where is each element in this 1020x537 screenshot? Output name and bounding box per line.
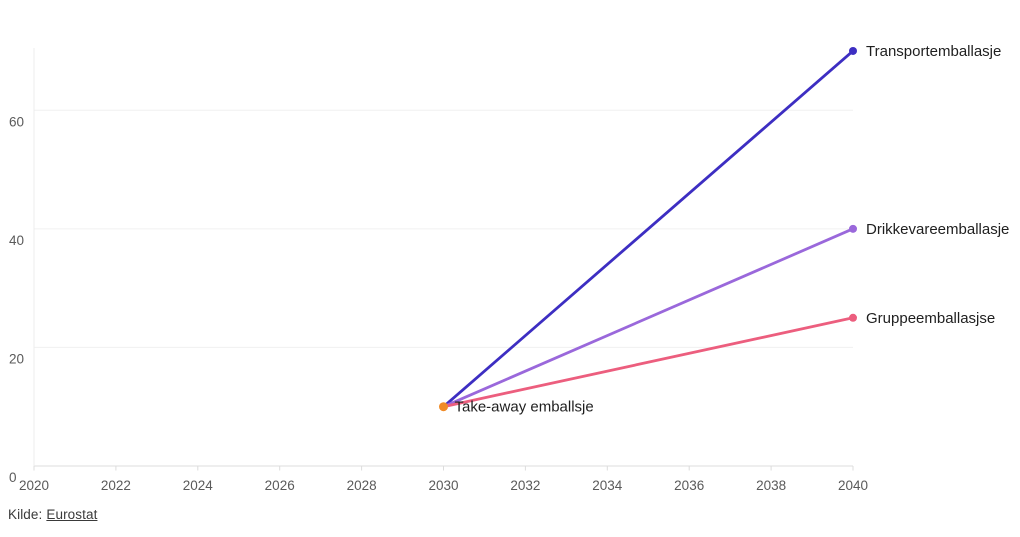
packaging-reuse-line-chart: 2020 2022 2024 2026 2028 2030 2032 2034 2036 2038… bbox=[9, 43, 1009, 493]
series-label: Drikkevareemballasje bbox=[866, 221, 1009, 238]
series-label: Gruppeemballasjse bbox=[866, 310, 995, 327]
series-line-3 bbox=[442, 316, 855, 409]
source-link-eurostat[interactable]: Eurostat bbox=[46, 507, 98, 522]
x-tick-label: 2028 bbox=[347, 478, 377, 493]
x-tick-label: 2034 bbox=[592, 478, 623, 493]
source-note: Kilde: Eurostat bbox=[8, 507, 97, 522]
x-tick-label: 2020 bbox=[19, 478, 49, 493]
x-tick-label: 2040 bbox=[838, 478, 868, 493]
x-tick-label: 2030 bbox=[428, 478, 458, 493]
x-tick-label: 2026 bbox=[265, 478, 295, 493]
x-tick-label: 2038 bbox=[756, 478, 786, 493]
x-tick-label: 2022 bbox=[101, 478, 131, 493]
series-endpoint-dot bbox=[849, 313, 857, 322]
series-label: Transportemballasje bbox=[866, 43, 1001, 60]
series-endpoint-dot bbox=[849, 46, 857, 55]
source-label: Kilde: bbox=[8, 507, 43, 522]
x-tick-label: 2024 bbox=[183, 478, 214, 493]
series-endpoint-dot bbox=[849, 224, 857, 233]
x-tick-label: 2032 bbox=[510, 478, 540, 493]
series-line-2 bbox=[442, 227, 855, 409]
y-tick-label: 0 bbox=[9, 470, 17, 485]
series-line-1 bbox=[442, 49, 855, 409]
y-tick-label: 40 bbox=[9, 233, 24, 248]
y-tick-label: 60 bbox=[9, 114, 24, 129]
x-tick-label: 2036 bbox=[674, 478, 704, 493]
series-label: Take-away emballsje bbox=[455, 399, 594, 416]
series-point-dot bbox=[439, 402, 448, 412]
y-tick-label: 20 bbox=[9, 351, 24, 366]
